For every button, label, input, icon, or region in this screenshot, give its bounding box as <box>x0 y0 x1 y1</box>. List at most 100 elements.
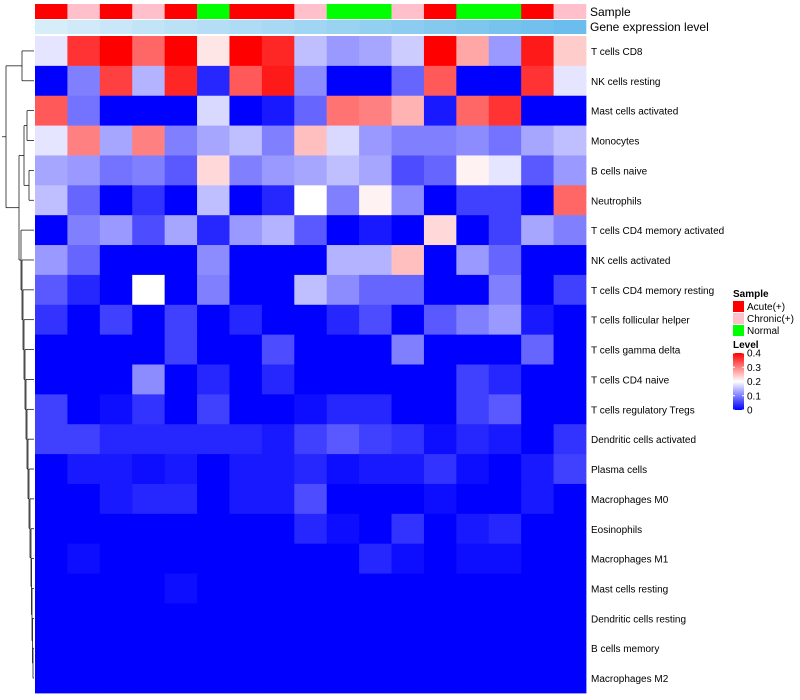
heatmap-cell <box>359 245 392 276</box>
heatmap-cell <box>294 633 328 664</box>
heatmap-cell <box>326 125 360 156</box>
heatmap-cell <box>229 185 263 216</box>
heatmap-cell <box>521 483 554 515</box>
level-tick-label: 0.2 <box>747 377 761 388</box>
heatmap-cell <box>67 274 101 306</box>
heatmap-cell <box>99 513 133 545</box>
heatmap-cell <box>164 543 198 574</box>
heatmap-cell <box>197 454 230 485</box>
heatmap-cell <box>488 633 522 664</box>
heatmap-cell <box>132 663 166 694</box>
heatmap-cell <box>99 274 133 306</box>
heatmap-cell <box>132 483 166 515</box>
heatmap-cell <box>391 573 425 604</box>
row-label: T cells CD4 memory resting <box>591 286 714 297</box>
expression-annotation-cell <box>261 20 295 34</box>
sample-annotation-cell <box>423 4 457 19</box>
sample-annotation-cell <box>35 4 68 19</box>
annotation-tracks <box>35 4 587 34</box>
heatmap-cell <box>391 36 425 67</box>
heatmap-cell <box>35 304 68 336</box>
expression-annotation-cell <box>294 20 328 34</box>
expression-annotation-cell <box>35 20 68 34</box>
heatmap-cell <box>423 483 457 515</box>
heatmap-cell <box>359 483 392 515</box>
heatmap-cell <box>229 483 263 515</box>
heatmap-cell <box>456 603 490 634</box>
heatmap-cell <box>423 215 457 246</box>
heatmap-cell <box>35 245 68 276</box>
heatmap-cell <box>521 155 554 186</box>
heatmap-cell <box>521 65 554 97</box>
heatmap-cell <box>359 394 392 425</box>
row-label: B cells memory <box>591 644 659 655</box>
heatmap-cell <box>67 513 101 545</box>
heatmap-cell <box>359 364 392 395</box>
heatmap-cell <box>294 155 328 186</box>
heatmap-cell <box>67 364 101 395</box>
heatmap-cell <box>456 394 490 425</box>
heatmap-cell <box>294 394 328 425</box>
heatmap-cell <box>99 245 133 276</box>
heatmap-cell <box>391 185 425 216</box>
sample-annotation-cell <box>359 4 392 19</box>
heatmap-cell <box>521 513 554 545</box>
expression-annotation-cell <box>456 20 490 34</box>
heatmap-cell <box>261 304 295 336</box>
heatmap-cell <box>35 215 68 246</box>
row-label: Macrophages M1 <box>591 555 669 566</box>
heatmap-cell <box>132 454 166 485</box>
heatmap-cell <box>132 245 166 276</box>
heatmap-cell <box>164 483 198 515</box>
heatmap-cell <box>229 215 263 246</box>
heatmap-cell <box>197 304 230 336</box>
heatmap-cell <box>326 215 360 246</box>
heatmap-cell <box>132 36 166 67</box>
heatmap-cell <box>488 36 522 67</box>
row-label: NK cells activated <box>591 256 670 267</box>
heatmap-cell <box>423 633 457 664</box>
heatmap-cell <box>35 633 68 664</box>
heatmap-cell <box>488 543 522 574</box>
heatmap-cell <box>359 633 392 664</box>
heatmap-cell <box>488 95 522 126</box>
heatmap-cell <box>488 663 522 694</box>
level-tick-label: 0.1 <box>747 391 761 402</box>
heatmap-cell <box>326 304 360 336</box>
heatmap-cell <box>294 334 328 365</box>
heatmap-cells <box>35 36 587 694</box>
heatmap-cell <box>67 65 101 97</box>
heatmap-cell <box>521 95 554 126</box>
heatmap-cell <box>553 663 587 694</box>
heatmap-cell <box>553 215 587 246</box>
heatmap-cell <box>359 334 392 365</box>
heatmap-cell <box>197 36 230 67</box>
heatmap-cell <box>229 304 263 336</box>
heatmap-cell <box>132 95 166 126</box>
heatmap-cell <box>99 155 133 186</box>
sample-legend-title: Sample <box>733 289 769 300</box>
heatmap-cell <box>423 155 457 186</box>
heatmap-cell <box>197 274 230 306</box>
heatmap-cell <box>132 633 166 664</box>
heatmap-cell <box>261 125 295 156</box>
heatmap-cell <box>35 663 68 694</box>
heatmap-cell <box>456 304 490 336</box>
heatmap-cell <box>294 424 328 455</box>
heatmap-cell <box>521 274 554 306</box>
heatmap-cell <box>261 573 295 604</box>
heatmap-cell <box>391 125 425 156</box>
heatmap-cell <box>197 543 230 574</box>
heatmap-cell <box>359 543 392 574</box>
heatmap-cell <box>197 65 230 97</box>
heatmap-cell <box>197 364 230 395</box>
sample-annotation-cell <box>197 4 230 19</box>
heatmap-cell <box>391 513 425 545</box>
heatmap-cell <box>521 424 554 455</box>
heatmap-cell <box>294 274 328 306</box>
sample-legend: Sample Acute(+)Chronic(+)Normal <box>733 289 794 337</box>
heatmap-cell <box>359 513 392 545</box>
heatmap-cell <box>423 513 457 545</box>
heatmap-cell <box>261 663 295 694</box>
heatmap-cell <box>261 364 295 395</box>
